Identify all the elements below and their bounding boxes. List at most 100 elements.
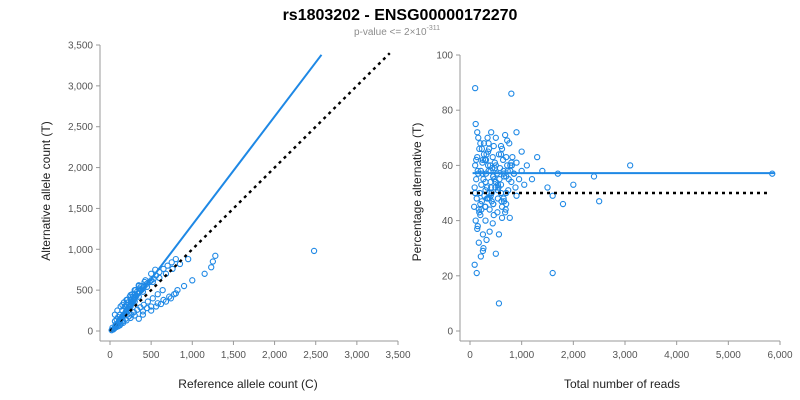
left-data-point bbox=[111, 318, 119, 325]
left-data-point bbox=[123, 296, 130, 304]
left-data-point bbox=[201, 270, 208, 277]
left-data-point bbox=[147, 307, 155, 314]
right-data-point bbox=[498, 214, 506, 221]
right-data-point bbox=[494, 209, 501, 216]
right-data-point bbox=[484, 134, 491, 141]
left-data-point bbox=[135, 282, 142, 289]
right-data-point bbox=[492, 178, 499, 186]
left-reference-line bbox=[109, 52, 391, 332]
left-y-tick-label: 2,000 bbox=[68, 163, 93, 174]
left-x-tick-label: 2,000 bbox=[262, 350, 287, 361]
right-data-point bbox=[492, 162, 499, 169]
right-data-point bbox=[508, 162, 515, 169]
right-data-point bbox=[472, 84, 479, 92]
left-data-point bbox=[119, 301, 126, 309]
left-y-tick-label: 1,000 bbox=[68, 245, 93, 256]
right-data-point bbox=[515, 176, 523, 183]
left-data-point bbox=[167, 295, 175, 302]
right-data-point bbox=[475, 134, 482, 141]
right-data-point bbox=[478, 181, 485, 188]
right-data-point bbox=[485, 140, 492, 147]
left-data-point bbox=[149, 278, 156, 286]
left-data-point bbox=[117, 303, 124, 310]
right-data-point bbox=[518, 148, 525, 155]
left-data-point bbox=[160, 265, 167, 273]
right-y-tick-label: 100 bbox=[436, 51, 453, 62]
right-data-point bbox=[489, 220, 496, 227]
left-data-point bbox=[174, 286, 181, 294]
right-data-point bbox=[488, 129, 495, 136]
left-data-point bbox=[142, 277, 149, 284]
left-data-point bbox=[114, 307, 121, 314]
right-data-point bbox=[473, 195, 480, 202]
right-data-point bbox=[501, 209, 509, 216]
right-data-point bbox=[549, 269, 556, 277]
chart-subtitle: p-value <= 2×10-311 bbox=[354, 25, 440, 38]
right-data-point bbox=[492, 250, 499, 257]
right-data-point bbox=[495, 151, 503, 158]
right-data-point bbox=[473, 176, 480, 183]
right-data-point bbox=[473, 156, 480, 164]
right-data-point bbox=[484, 162, 492, 169]
right-x-tick-label: 4,000 bbox=[664, 350, 689, 361]
left-data-point bbox=[168, 259, 175, 266]
right-data-point bbox=[483, 236, 490, 244]
right-data-point bbox=[486, 206, 493, 213]
right-data-point bbox=[504, 137, 511, 144]
left-data-point bbox=[131, 312, 138, 319]
right-data-point bbox=[521, 181, 528, 188]
right-data-point bbox=[508, 90, 515, 97]
right-data-point bbox=[544, 184, 551, 191]
right-data-point bbox=[501, 131, 509, 139]
right-y-tick-label: 60 bbox=[442, 161, 454, 172]
left-y-tick-label: 3,000 bbox=[68, 81, 93, 92]
right-x-tick-label: 0 bbox=[467, 350, 473, 361]
left-scatter-plot: 0 500 1,000 1,500 2,000 2,500 3,000 3,500 0 500 1,… bbox=[68, 41, 411, 362]
right-data-point bbox=[475, 206, 482, 213]
right-data-point bbox=[477, 140, 484, 147]
right-data-point bbox=[471, 261, 478, 268]
left-data-point bbox=[166, 293, 173, 300]
left-y-tick-label: 0 bbox=[87, 327, 93, 338]
right-y-tick-label: 20 bbox=[442, 271, 454, 282]
right-data-point bbox=[503, 153, 510, 161]
right-data-point bbox=[479, 247, 487, 255]
left-data-point bbox=[189, 277, 196, 284]
right-x-axis-label: Total number of reads bbox=[564, 377, 680, 391]
left-x-tick-label: 2,500 bbox=[303, 350, 328, 361]
right-data-point bbox=[480, 140, 488, 147]
right-x-tick-label: 6,000 bbox=[767, 350, 792, 361]
right-data-point bbox=[472, 162, 479, 169]
left-data-point bbox=[159, 286, 166, 294]
right-data-point bbox=[482, 156, 490, 164]
pvalue-exponent: -311 bbox=[427, 25, 441, 32]
left-x-axis-label: Reference allele count (C) bbox=[178, 377, 317, 391]
left-x-tick-label: 3,000 bbox=[344, 350, 369, 361]
right-scatter-plot: 0 1,000 2,000 3,000 4,000 5,000 6,000 0 20 40 60 80… bbox=[436, 51, 793, 362]
right-data-point bbox=[534, 153, 541, 161]
right-data-point bbox=[481, 203, 489, 210]
right-data-point bbox=[470, 203, 478, 210]
right-x-tick-label: 2,000 bbox=[561, 350, 586, 361]
right-data-point bbox=[497, 142, 505, 150]
right-data-point bbox=[477, 253, 484, 260]
right-data-point bbox=[483, 195, 491, 202]
right-data-point bbox=[505, 176, 512, 183]
right-data-point bbox=[486, 228, 493, 235]
left-fit-line bbox=[110, 54, 323, 332]
right-data-point bbox=[627, 162, 634, 169]
right-data-point bbox=[482, 217, 489, 224]
right-data-point bbox=[489, 153, 496, 161]
right-data-point bbox=[474, 225, 481, 233]
right-data-point bbox=[480, 245, 487, 252]
right-data-point bbox=[513, 129, 520, 136]
right-data-point bbox=[512, 184, 519, 191]
left-data-point bbox=[147, 270, 155, 277]
right-y-tick-label: 80 bbox=[442, 106, 454, 117]
right-y-tick-label: 40 bbox=[442, 216, 454, 227]
right-data-point bbox=[495, 231, 503, 238]
right-data-point bbox=[490, 200, 497, 208]
left-data-point bbox=[149, 295, 156, 302]
right-data-point bbox=[596, 198, 603, 205]
